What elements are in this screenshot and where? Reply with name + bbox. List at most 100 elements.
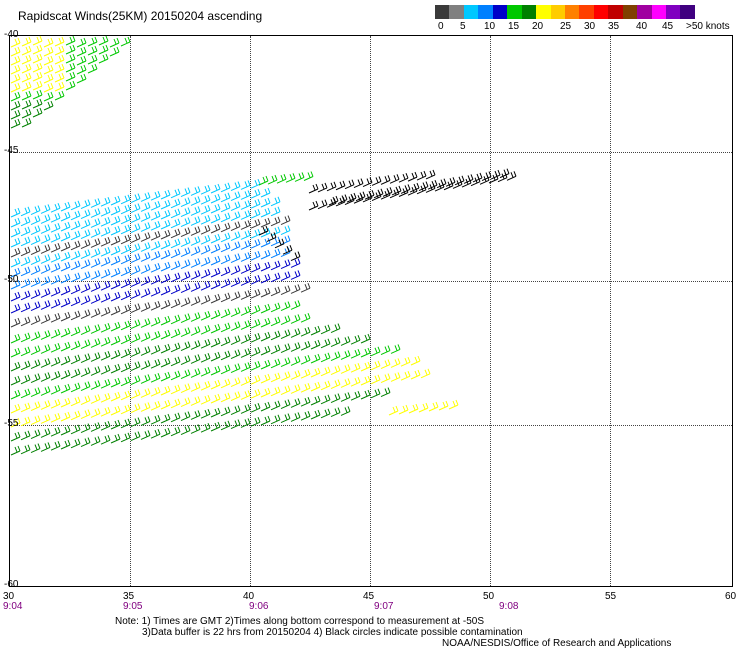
wind-barb — [170, 272, 181, 283]
wind-barb — [10, 445, 21, 456]
wind-barb — [350, 391, 361, 401]
wind-barb — [20, 416, 31, 427]
wind-barb — [260, 207, 271, 218]
wind-barb — [150, 251, 161, 261]
scale-swatch — [550, 5, 565, 19]
wind-barb — [418, 181, 429, 192]
wind-barb — [20, 216, 31, 227]
wind-barb — [190, 206, 201, 216]
wind-barb — [90, 270, 101, 280]
wind-barb — [230, 211, 241, 222]
longitude-label: 30 — [3, 591, 15, 602]
wind-barb — [10, 375, 21, 386]
wind-barb — [90, 352, 101, 362]
scale-swatch — [435, 5, 450, 19]
wind-barb — [43, 91, 54, 102]
wind-barb — [308, 183, 319, 194]
wind-barb — [60, 285, 71, 296]
wind-barb — [370, 374, 381, 385]
scale-label: 25 — [560, 21, 572, 32]
wind-barb — [391, 185, 402, 196]
wind-barb — [140, 302, 151, 312]
wind-barb — [20, 246, 31, 257]
wind-barb — [260, 237, 271, 248]
wind-barb — [60, 425, 71, 436]
wind-barb — [110, 349, 121, 360]
wind-barb — [200, 195, 211, 205]
wind-barb — [130, 375, 141, 386]
wind-barb — [109, 37, 120, 48]
wind-barb — [20, 206, 31, 217]
wind-barb — [240, 240, 251, 250]
wind-barb — [290, 251, 301, 262]
wind-barb — [90, 338, 101, 348]
wind-barb — [90, 324, 101, 334]
wind-barb — [50, 313, 61, 323]
wind-barb — [180, 197, 191, 208]
wind-barb — [200, 245, 211, 255]
wind-barb — [230, 221, 241, 232]
wind-barb — [240, 252, 251, 262]
wind-barb — [60, 439, 71, 450]
wind-barb — [360, 375, 371, 386]
wind-barb — [260, 217, 271, 228]
wind-barb — [40, 264, 51, 274]
wind-barb — [427, 179, 438, 190]
wind-barb — [290, 328, 301, 338]
wind-barb — [280, 413, 291, 424]
wind-barb — [32, 35, 43, 46]
wind-barb — [10, 37, 21, 48]
wind-barb — [150, 287, 161, 297]
wind-barb — [210, 365, 221, 376]
wind-barb — [80, 381, 91, 392]
wind-barb — [300, 397, 311, 407]
wind-barb — [54, 90, 65, 101]
wind-barb — [240, 362, 251, 372]
wind-barb — [32, 53, 43, 64]
wind-barb — [76, 73, 87, 84]
wind-barb — [130, 361, 141, 372]
wind-barb — [130, 333, 141, 344]
wind-barb — [408, 403, 419, 414]
wind-barb — [160, 261, 171, 272]
wind-barb — [76, 46, 87, 57]
wind-barb — [310, 381, 321, 392]
wind-barb — [120, 376, 131, 387]
wind-barb — [300, 411, 311, 421]
wind-barb — [100, 435, 111, 445]
wind-barb — [362, 177, 373, 187]
wind-barb — [418, 402, 429, 413]
wind-barb — [130, 243, 141, 254]
wind-barb — [250, 333, 261, 343]
wind-barb — [240, 180, 251, 190]
wind-barb — [160, 199, 171, 210]
wind-barb — [32, 44, 43, 55]
time-label: 9:04 — [3, 601, 23, 612]
wind-barb — [80, 295, 91, 306]
wind-barb — [10, 303, 21, 314]
scale-label: 20 — [532, 21, 544, 32]
wind-barb — [21, 117, 32, 128]
wind-barb — [270, 248, 281, 259]
wind-barb — [346, 192, 357, 203]
wind-barb — [407, 171, 418, 182]
wind-barb — [90, 366, 101, 376]
wind-barb — [436, 178, 447, 189]
scale-swatch — [463, 5, 479, 19]
wind-barb — [240, 210, 251, 220]
wind-barb — [60, 241, 71, 252]
wind-barb — [50, 413, 61, 423]
wind-barb — [270, 302, 281, 313]
wind-barb — [140, 222, 151, 232]
wind-barb — [280, 271, 291, 282]
wind-barb — [290, 258, 301, 268]
wind-barb — [330, 351, 341, 362]
wind-barb — [300, 313, 311, 323]
wind-barb — [20, 374, 31, 385]
wind-barb — [200, 339, 211, 349]
wind-barb — [220, 322, 231, 333]
wind-barb — [310, 325, 321, 336]
wind-barb — [250, 305, 261, 315]
wind-barb — [70, 354, 81, 365]
wind-barb — [130, 277, 141, 288]
